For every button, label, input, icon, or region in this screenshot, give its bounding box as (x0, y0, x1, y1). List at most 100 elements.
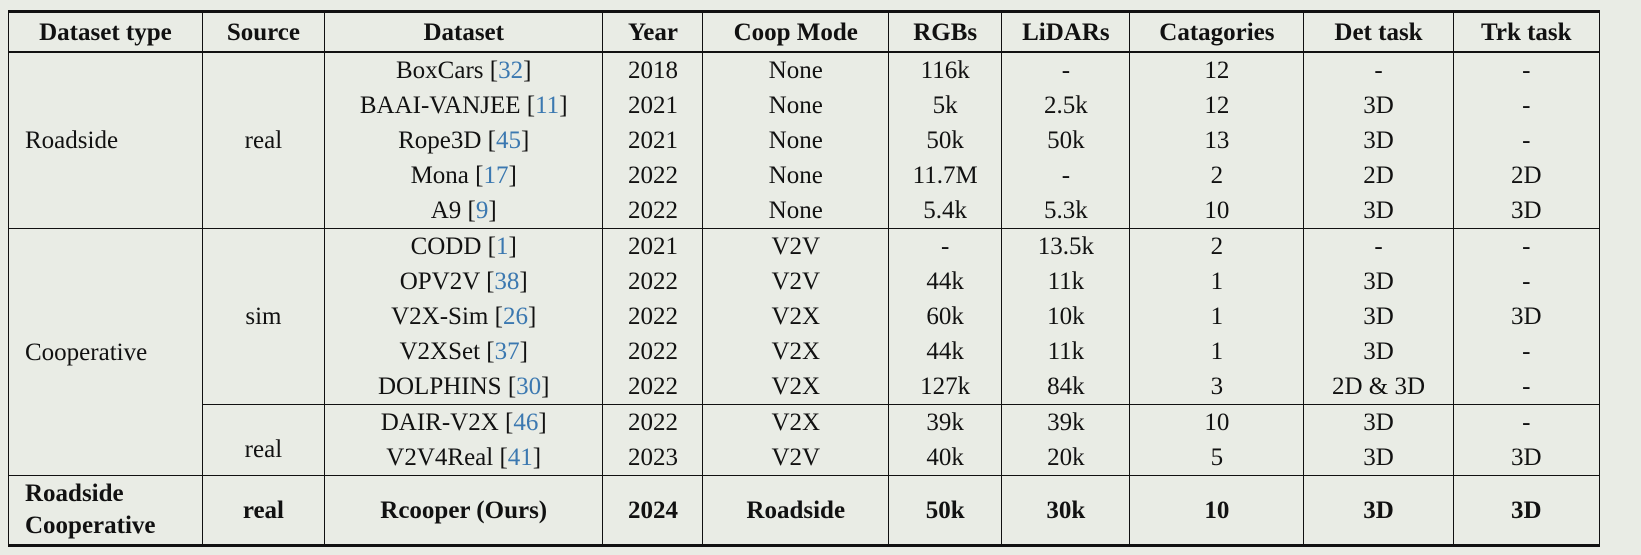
table-row: BAAI-VANJEE [11] 2021 None 5k 2.5k 12 3D… (9, 88, 1601, 123)
lidars: 5.3k (1001, 193, 1131, 229)
citation-link[interactable]: 38 (494, 268, 520, 295)
det-task: 3D (1303, 299, 1454, 334)
citation-link[interactable]: 30 (516, 373, 542, 400)
det-task: 3D (1303, 123, 1454, 158)
citation-link[interactable]: 26 (502, 303, 528, 330)
dataset-name: Rope3D [45] (324, 123, 604, 158)
lidars: 11k (1001, 334, 1131, 369)
table-row: V2XSet [37] 2022 V2X 44k 11k 1 3D - (9, 334, 1601, 369)
lidars: 11k (1001, 264, 1131, 299)
header-categories: Catagories (1129, 10, 1305, 53)
rgbs: 5.4k (888, 193, 1003, 229)
rgbs: 44k (888, 264, 1003, 299)
year: 2022 (602, 299, 704, 334)
lidars: 20k (1001, 440, 1131, 476)
lidars: 84k (1001, 369, 1131, 405)
det-task: 3D (1303, 440, 1454, 476)
dataset-name: V2V4Real [41] (324, 440, 604, 476)
rgbs: 127k (888, 369, 1003, 405)
dataset-comparison-table: Dataset type Source Dataset Year Coop Mo… (8, 10, 1601, 547)
coop-mode: Roadside (702, 475, 890, 547)
rgbs: 50k (888, 123, 1003, 158)
categories: 10 (1129, 193, 1305, 229)
year: 2023 (602, 440, 704, 476)
rgbs: 44k (888, 334, 1003, 369)
categories: 10 (1129, 404, 1305, 440)
header-year: Year (602, 10, 704, 53)
citation-link[interactable]: 32 (498, 57, 524, 84)
citation-link[interactable]: 41 (507, 444, 533, 471)
categories: 2 (1129, 158, 1305, 193)
header-row: Dataset type Source Dataset Year Coop Mo… (8, 10, 1601, 53)
categories: 1 (1129, 334, 1305, 369)
table-row: Cooperative sim CODD [1] 2021 V2V - 13.5… (8, 228, 1601, 476)
dataset-name: A9 [9] (324, 193, 604, 229)
trk-task: - (1453, 264, 1601, 299)
trk-task: 3D (1453, 440, 1601, 476)
table-row: DOLPHINS [30] 2022 V2X 127k 84k 3 2D & 3… (9, 369, 1601, 405)
lidars: - (1001, 52, 1131, 88)
det-task: 2D (1303, 158, 1454, 193)
coop-mode: V2X (702, 404, 890, 440)
dataset-type-roadside-cooperative: Roadside Cooperative (8, 475, 203, 547)
citation-link[interactable]: 17 (483, 162, 509, 189)
coop-mode: V2X (702, 299, 890, 334)
dataset-name: V2XSet [37] (324, 334, 604, 369)
citation-link[interactable]: 11 (535, 92, 560, 119)
lidars: - (1001, 158, 1131, 193)
table-row: V2X-Sim [26] 2022 V2X 60k 10k 1 3D 3D (9, 299, 1601, 334)
citation-link[interactable]: 37 (494, 338, 520, 365)
det-task: 2D & 3D (1303, 369, 1454, 405)
table-row: Roadside real BoxCars [32] 2018 None 116… (8, 52, 1601, 229)
rgbs: - (888, 228, 1003, 264)
trk-task: 3D (1453, 193, 1601, 229)
year: 2021 (602, 88, 704, 123)
coop-mode: None (702, 52, 890, 88)
dataset-type-cooperative: Cooperative (8, 228, 203, 476)
trk-task: - (1453, 369, 1601, 405)
trk-task: 3D (1453, 299, 1601, 334)
year: 2022 (602, 369, 704, 405)
source-real: real (202, 404, 325, 476)
det-task: - (1303, 52, 1454, 88)
trk-task: - (1453, 123, 1601, 158)
trk-task: - (1453, 334, 1601, 369)
rgbs: 5k (888, 88, 1003, 123)
citation-link[interactable]: 46 (513, 409, 539, 436)
year: 2018 (602, 52, 704, 88)
dataset-name: DAIR-V2X [46] (324, 404, 604, 440)
det-task: 3D (1303, 404, 1454, 440)
citation-link[interactable]: 45 (495, 127, 521, 154)
coop-mode: V2V (702, 264, 890, 299)
categories: 12 (1129, 52, 1305, 88)
rgbs: 11.7M (888, 158, 1003, 193)
lidars: 13.5k (1001, 228, 1131, 264)
coop-mode: None (702, 88, 890, 123)
citation-link[interactable]: 9 (475, 197, 489, 224)
categories: 12 (1129, 88, 1305, 123)
coop-mode: None (702, 193, 890, 229)
det-task: - (1303, 228, 1454, 264)
table-row: Mona [17] 2022 None 11.7M - 2 2D 2D (9, 158, 1601, 193)
table-row: A9 [9] 2022 None 5.4k 5.3k 10 3D 3D (9, 193, 1601, 229)
table-row-ours: Roadside Cooperative real Rcooper (Ours) … (8, 475, 1601, 547)
dataset-name: V2X-Sim [26] (324, 299, 604, 334)
categories: 1 (1129, 264, 1305, 299)
header-det-task: Det task (1303, 10, 1454, 53)
coop-mode: V2V (702, 440, 890, 476)
citation-link[interactable]: 1 (496, 233, 509, 260)
categories: 13 (1129, 123, 1305, 158)
year: 2021 (602, 123, 704, 158)
year: 2022 (602, 404, 704, 440)
coop-mode: V2V (702, 228, 890, 264)
coop-mode: None (702, 158, 890, 193)
categories: 10 (1129, 475, 1305, 547)
header-rgbs: RGBs (888, 10, 1003, 53)
lidars: 30k (1001, 475, 1131, 547)
header-source: Source (202, 10, 325, 53)
rgbs: 60k (888, 299, 1003, 334)
trk-task: 2D (1453, 158, 1601, 193)
table-body: Roadside real BoxCars [32] 2018 None 116… (8, 52, 1601, 547)
categories: 1 (1129, 299, 1305, 334)
